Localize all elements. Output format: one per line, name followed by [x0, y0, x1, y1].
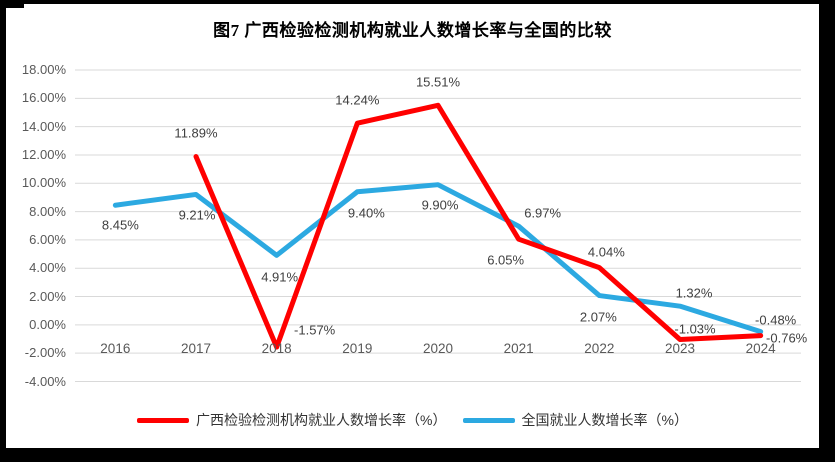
x-axis-tick-label: 2022	[584, 340, 615, 356]
y-axis-tick-label: 10.00%	[21, 175, 66, 191]
data-label: 15.51%	[415, 74, 461, 90]
data-label: 4.04%	[587, 244, 625, 260]
chart-panel: 图7 广西检验检测机构就业人数增长率与全国的比较 18.00% 16.00% 14.…	[6, 4, 819, 448]
legend-item-national-series: 全国就业人数增长率（%）	[462, 410, 688, 430]
screen-edge-artifact	[6, 4, 24, 8]
data-label: 6.05%	[487, 252, 525, 268]
red-line-swatch-icon	[137, 417, 190, 423]
x-axis-tick-label: 2023	[664, 340, 696, 356]
y-axis-tick-label: 2.00%	[29, 288, 66, 304]
legend-label-guangxi: 广西检验检测机构就业人数增长率（%）	[196, 412, 447, 428]
data-label: -0.48%	[755, 312, 797, 328]
series-line-guangxi	[193, 102, 764, 350]
y-axis-tick-label: 8.00%	[29, 203, 66, 219]
y-axis-tick-label: -4.00%	[24, 373, 66, 389]
blue-line-swatch-icon	[462, 417, 515, 423]
legend-label-national: 全国就业人数增长率（%）	[521, 412, 688, 428]
data-label: 9.21%	[178, 207, 216, 223]
y-axis-tick-label: 4.00%	[29, 260, 66, 276]
y-axis-tick-label: 0.00%	[29, 316, 66, 332]
y-axis-tick-label: 18.00%	[21, 62, 66, 77]
x-axis-tick-label: 2024	[745, 340, 776, 356]
data-label: -0.76%	[766, 330, 808, 346]
data-label: -1.03%	[674, 321, 716, 337]
y-axis-tick-label: 16.00%	[21, 90, 66, 106]
y-axis-tick-label: 6.00%	[29, 231, 66, 247]
legend: 广西检验检测机构就业人数增长率（%） 全国就业人数增长率（%）	[6, 410, 819, 430]
legend-item-guangxi-series: 广西检验检测机构就业人数增长率（%）	[137, 410, 447, 430]
x-axis-tick-label: 2017	[180, 340, 212, 356]
y-axis-tick-label: 12.00%	[21, 146, 66, 162]
chart-title: 图7 广西检验检测机构就业人数增长率与全国的比较	[213, 21, 612, 40]
data-label: 14.24%	[335, 92, 380, 108]
data-label: 2.07%	[579, 309, 617, 325]
x-axis-tick-label: 2018	[261, 340, 292, 356]
data-label: 9.90%	[421, 197, 459, 213]
data-label: -1.57%	[294, 322, 336, 338]
data-label: 4.91%	[261, 269, 299, 285]
data-label: 8.45%	[101, 217, 139, 233]
line-chart-canvas	[75, 69, 801, 382]
x-axis-tick-label: 2021	[503, 340, 534, 356]
y-axis-tick-label: 14.00%	[21, 118, 66, 134]
data-label: 11.89%	[174, 125, 218, 140]
data-label: 6.97%	[524, 205, 562, 221]
x-axis-tick-label: 2016	[100, 340, 131, 356]
x-axis-tick-label: 2019	[342, 340, 373, 356]
data-label: 1.32%	[675, 285, 713, 301]
x-axis-tick-label: 2020	[422, 340, 454, 356]
y-axis-tick-label: -2.00%	[24, 345, 66, 361]
data-label: 9.40%	[347, 205, 385, 221]
